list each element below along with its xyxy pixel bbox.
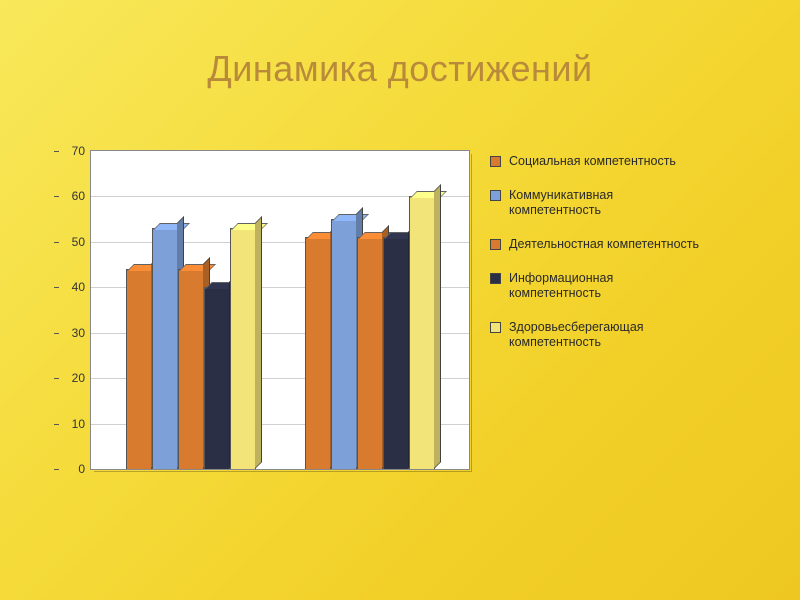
legend-label: Информационная компетентность (509, 271, 700, 302)
y-tick-label: 50 (72, 235, 85, 249)
bar (152, 228, 178, 469)
bar (331, 219, 357, 469)
y-axis: 010203040506070 (59, 151, 89, 469)
bars-area (91, 151, 469, 469)
chart-legend: Социальная компетентность Коммуникативная… (490, 154, 700, 500)
y-tick-label: 10 (72, 417, 85, 431)
chart-container: 010203040506070 Социальная компетентност… (90, 150, 710, 500)
legend-swatch (490, 322, 501, 333)
legend-swatch (490, 273, 501, 284)
legend-item: Информационная компетентность (490, 271, 700, 302)
y-tick-mark (54, 378, 59, 379)
y-tick-label: 60 (72, 189, 85, 203)
chart-plot-area: 010203040506070 (90, 150, 470, 470)
bar (305, 237, 331, 469)
bar-group (305, 151, 435, 469)
y-tick-mark (54, 333, 59, 334)
legend-label: Социальная компетентность (509, 154, 676, 170)
y-tick-mark (54, 469, 59, 470)
bar-group (126, 151, 256, 469)
y-tick-label: 70 (72, 144, 85, 158)
y-tick-label: 30 (72, 326, 85, 340)
bar (357, 237, 383, 469)
bar (126, 269, 152, 469)
y-tick-mark (54, 287, 59, 288)
y-tick-label: 0 (78, 462, 85, 476)
legend-item: Социальная компетентность (490, 154, 700, 170)
y-tick-mark (54, 424, 59, 425)
legend-item: Здоровьесберегающая компетентность (490, 320, 700, 351)
bar (383, 237, 409, 469)
legend-swatch (490, 190, 501, 201)
y-tick-mark (54, 196, 59, 197)
y-tick-mark (54, 151, 59, 152)
legend-label: Коммуникативная компетентность (509, 188, 700, 219)
y-tick-label: 20 (72, 371, 85, 385)
bar (230, 228, 256, 469)
legend-label: Деятельностная компетентность (509, 237, 699, 253)
legend-item: Деятельностная компетентность (490, 237, 700, 253)
legend-swatch (490, 156, 501, 167)
bar (178, 269, 204, 469)
legend-swatch (490, 239, 501, 250)
page-title: Динамика достижений (0, 0, 800, 90)
y-tick-label: 40 (72, 280, 85, 294)
legend-label: Здоровьесберегающая компетентность (509, 320, 700, 351)
y-tick-mark (54, 242, 59, 243)
bar (409, 196, 435, 469)
legend-item: Коммуникативная компетентность (490, 188, 700, 219)
bar (204, 287, 230, 469)
